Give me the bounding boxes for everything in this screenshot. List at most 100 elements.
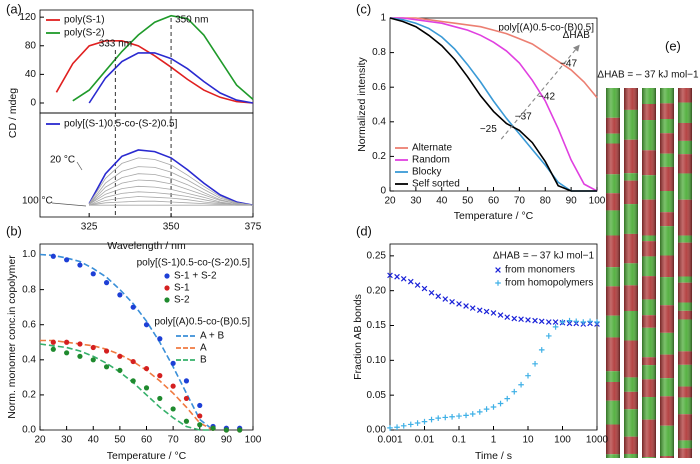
legend-label: from homopolymers <box>505 278 593 289</box>
column-shade <box>624 88 638 458</box>
data-point <box>483 308 490 315</box>
data-point <box>117 353 123 359</box>
data-point <box>197 413 203 419</box>
chart-title: poly[(A)0.5-co-(B)0.5] <box>498 23 594 34</box>
data-point <box>469 305 476 311</box>
data-point <box>552 324 559 330</box>
data-point <box>476 409 483 415</box>
plot-frame <box>39 112 254 218</box>
panel-label: (d) <box>356 223 372 238</box>
x-tick-label: 30 <box>410 196 422 207</box>
data-point <box>587 318 593 325</box>
annotation: −42 <box>538 91 555 102</box>
panel-title: ΔHAB = – 37 kJ mol−1 <box>597 70 699 81</box>
data-point <box>490 310 497 316</box>
data-point <box>387 272 393 279</box>
data-point <box>421 418 428 425</box>
series-line <box>88 52 254 104</box>
x-tick-label: 60 <box>488 196 500 207</box>
legend-swatch <box>164 273 170 279</box>
annotation: 100 °C <box>22 196 53 207</box>
data-point <box>545 333 552 339</box>
y-tick-label: 80 <box>25 40 37 51</box>
data-point <box>504 314 511 320</box>
data-point <box>449 298 455 305</box>
legend-label: Blocky <box>412 167 441 178</box>
series-line <box>88 166 254 206</box>
series-line <box>89 191 254 206</box>
legend-label: Self sorted <box>412 179 460 190</box>
data-point <box>90 357 96 363</box>
x-tick-label: 70 <box>514 196 526 207</box>
y-tick-label: 0.4 <box>22 354 36 365</box>
data-point <box>580 319 587 325</box>
data-point <box>463 412 469 419</box>
data-point <box>483 406 490 412</box>
x-axis-label: Time / s <box>475 450 512 462</box>
x-axis-label: Wavelength / nm <box>107 240 186 252</box>
legend-label: poly(S-2) <box>64 28 105 39</box>
data-point <box>463 303 469 309</box>
data-point <box>237 427 243 433</box>
data-point <box>170 360 176 366</box>
series-line <box>389 17 597 192</box>
data-point <box>400 423 407 429</box>
data-point <box>143 365 150 372</box>
data-point <box>103 280 110 286</box>
x-tick-label: 70 <box>168 435 180 446</box>
y-tick-label: 0.05 <box>367 390 387 401</box>
data-point <box>559 319 566 325</box>
legend-swatch <box>164 297 170 303</box>
x-tick-label: 10 <box>522 435 534 446</box>
y-tick-label: 0.2 <box>22 390 36 401</box>
x-tick-label: 350 <box>163 222 180 233</box>
data-point <box>77 262 83 268</box>
data-point <box>421 285 428 292</box>
x-tick-label: 100 <box>589 196 606 207</box>
x-tick-label: 30 <box>61 435 73 446</box>
data-point <box>130 304 136 310</box>
series-line <box>389 17 597 192</box>
data-point <box>469 411 476 417</box>
y-tick-label: 0 <box>380 186 386 197</box>
y-tick-label: 0.20 <box>367 285 387 296</box>
y-axis-label: Fraction AB bonds <box>352 294 364 380</box>
data-point <box>170 383 176 389</box>
legend-title: poly[(S-1)0.5-co-(S-2)0.5] <box>137 258 251 269</box>
trend-arrow <box>500 44 580 140</box>
panel-label: (c) <box>356 1 371 16</box>
x-tick-label: 50 <box>462 196 474 207</box>
series-line <box>89 196 254 206</box>
x-axis-label: Temperature / °C <box>454 210 534 222</box>
legend-label: B <box>200 355 207 366</box>
data-point <box>504 395 511 402</box>
data-point <box>449 413 455 420</box>
legend-label: Alternate <box>412 143 452 154</box>
data-point <box>394 273 400 280</box>
x-tick-label: 80 <box>540 196 552 207</box>
y-tick-label: 120 <box>19 12 36 23</box>
legend-label: Random <box>412 155 450 166</box>
panel-label: (a) <box>6 1 22 16</box>
annotation-pointer <box>51 202 87 207</box>
data-point <box>394 424 400 431</box>
panel-label: (e) <box>665 38 681 53</box>
legend-title: ΔHAB = – 37 kJ mol−1 <box>493 251 595 262</box>
legend-label: S-2 <box>174 295 190 306</box>
data-point <box>130 378 136 384</box>
series-line <box>72 14 254 102</box>
data-point <box>117 292 123 298</box>
y-tick-label: 0.25 <box>367 250 387 261</box>
data-point <box>387 425 393 431</box>
data-point <box>442 414 449 421</box>
y-tick-label: 0.15 <box>367 320 387 331</box>
series-line <box>88 179 254 206</box>
data-point <box>197 402 203 409</box>
y-tick-label: 0.8 <box>372 47 386 58</box>
y-tick-label: 40 <box>25 69 37 80</box>
data-point <box>518 381 524 388</box>
data-point <box>414 420 421 426</box>
legend-label: A <box>200 343 207 354</box>
data-point <box>532 317 538 324</box>
